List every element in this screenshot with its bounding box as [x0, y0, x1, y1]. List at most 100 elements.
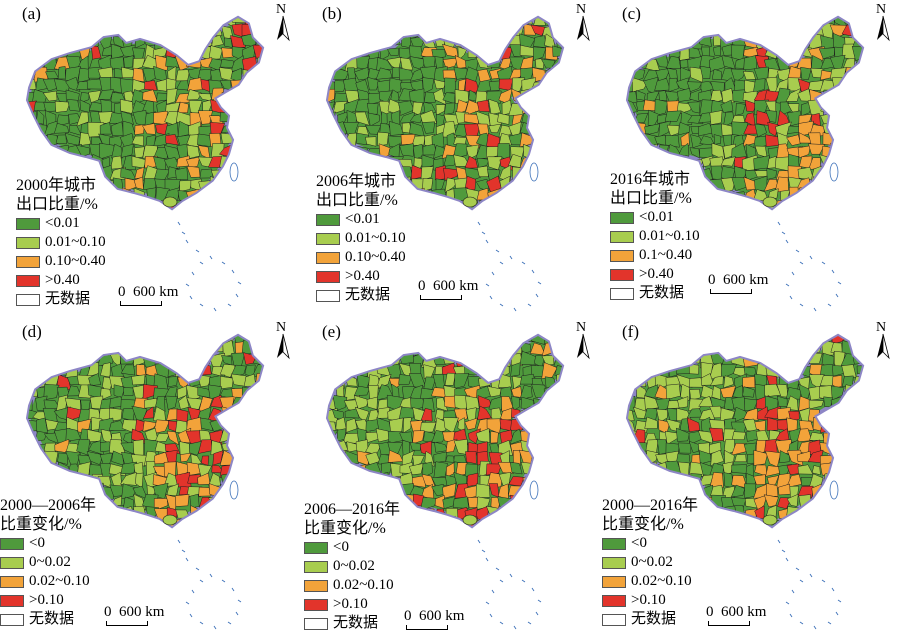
city-polygon — [131, 405, 148, 421]
city-polygon — [120, 340, 135, 355]
city-polygon — [843, 209, 857, 223]
city-polygon — [852, 169, 862, 178]
city-polygon — [120, 364, 136, 376]
city-polygon — [628, 44, 637, 58]
city-polygon — [552, 439, 562, 456]
city-polygon — [180, 452, 192, 463]
city-polygon — [142, 342, 159, 357]
city-polygon — [121, 531, 135, 538]
city-polygon — [234, 132, 248, 149]
island-mark — [485, 239, 489, 244]
city-polygon — [868, 441, 878, 454]
city-polygon — [328, 88, 336, 104]
city-polygon — [552, 175, 562, 192]
city-polygon — [240, 157, 258, 171]
city-polygon — [252, 113, 262, 127]
city-polygon — [832, 452, 846, 468]
city-polygon — [109, 529, 121, 540]
legend-swatch — [16, 236, 40, 249]
city-polygon — [242, 212, 258, 226]
city-polygon — [176, 213, 189, 225]
city-polygon — [564, 82, 580, 92]
city-polygon — [530, 111, 546, 127]
city-polygon — [251, 92, 262, 106]
city-polygon — [28, 24, 37, 39]
city-polygon — [343, 474, 358, 489]
city-polygon — [864, 145, 876, 156]
city-polygon — [796, 428, 813, 443]
city-polygon — [243, 133, 256, 150]
city-polygon — [708, 189, 725, 201]
city-polygon — [444, 530, 454, 543]
city-polygon — [852, 506, 862, 522]
city-polygon — [866, 168, 877, 182]
city-polygon — [209, 188, 223, 203]
city-polygon — [168, 341, 181, 357]
city-polygon — [108, 22, 125, 36]
city-polygon — [730, 200, 747, 208]
city-polygon — [742, 386, 755, 398]
city-polygon — [409, 363, 422, 376]
city-polygon — [476, 157, 490, 168]
city-polygon — [834, 505, 848, 519]
island-mark — [809, 255, 813, 260]
city-polygon — [252, 156, 262, 170]
city-polygon — [567, 386, 577, 399]
city-polygon — [179, 18, 189, 24]
city-polygon — [689, 147, 701, 159]
island-mark — [821, 261, 826, 265]
city-polygon — [676, 374, 693, 388]
city-polygon — [844, 506, 856, 521]
city-polygon — [343, 336, 361, 345]
island-mark — [837, 599, 842, 603]
city-polygon — [842, 515, 858, 526]
city-polygon — [389, 120, 404, 136]
city-polygon — [344, 408, 360, 419]
city-polygon — [444, 77, 456, 94]
city-polygon — [399, 143, 414, 157]
city-polygon — [200, 417, 214, 432]
city-polygon — [332, 143, 348, 161]
city-polygon — [831, 408, 845, 423]
city-polygon — [541, 362, 558, 379]
south-sea-islands — [777, 539, 842, 630]
city-polygon — [863, 123, 878, 135]
city-polygon — [457, 46, 468, 61]
city-polygon — [142, 406, 154, 419]
city-polygon — [64, 345, 81, 356]
city-polygon — [518, 177, 532, 194]
city-polygon — [433, 527, 445, 542]
city-polygon — [431, 210, 445, 226]
city-polygon — [377, 336, 393, 345]
city-polygon — [787, 35, 801, 47]
island-mark — [185, 239, 189, 244]
city-polygon — [713, 45, 722, 57]
city-polygon — [553, 187, 562, 205]
city-polygon — [477, 336, 492, 347]
city-polygon — [111, 432, 123, 441]
city-polygon — [531, 506, 546, 519]
legend-item: >0.40 — [610, 265, 700, 284]
city-polygon — [354, 35, 368, 49]
island-mark — [237, 599, 242, 603]
city-polygon — [543, 484, 557, 499]
city-polygon — [185, 384, 202, 402]
legend-swatch — [602, 556, 626, 569]
city-polygon — [32, 154, 50, 171]
city-polygon — [724, 342, 738, 355]
city-polygon — [628, 144, 635, 157]
city-polygon — [421, 121, 436, 134]
north-arrow-icon: N — [272, 320, 294, 360]
city-polygon — [724, 212, 736, 224]
city-polygon — [720, 156, 736, 167]
legend-swatch — [16, 217, 40, 230]
city-polygon — [328, 472, 334, 488]
city-polygon — [510, 336, 525, 345]
city-polygon — [79, 341, 90, 354]
legend: 2016年城市 出口比重/% <0.01 0.01~0.10 0.1~0.40 >0.40… — [610, 170, 700, 303]
taiwan-island — [229, 480, 239, 500]
city-polygon — [156, 18, 168, 27]
scale-bar-label: 0 600 km — [708, 272, 769, 288]
north-arrow-icon: N — [872, 2, 894, 42]
city-polygon — [476, 517, 491, 526]
